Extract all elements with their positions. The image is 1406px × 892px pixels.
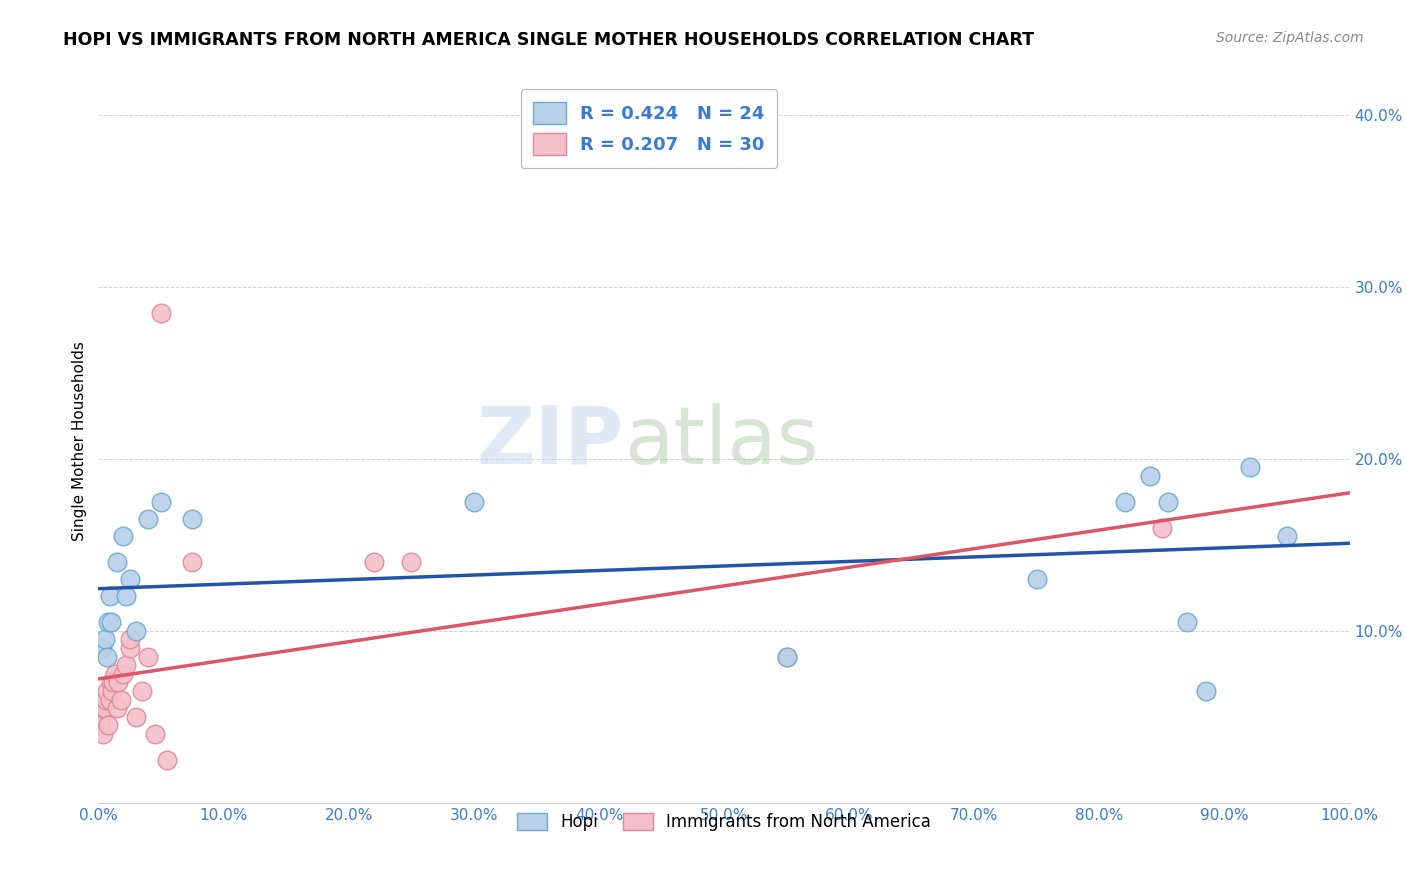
Text: ZIP: ZIP bbox=[477, 402, 624, 481]
Legend: Hopi, Immigrants from North America: Hopi, Immigrants from North America bbox=[510, 806, 938, 838]
Point bbox=[156, 753, 179, 767]
Point bbox=[115, 590, 138, 604]
Point bbox=[112, 529, 135, 543]
Point bbox=[138, 512, 160, 526]
Text: Source: ZipAtlas.com: Source: ZipAtlas.com bbox=[1216, 31, 1364, 45]
Text: atlas: atlas bbox=[624, 402, 818, 481]
Point bbox=[181, 512, 204, 526]
Point bbox=[143, 727, 166, 741]
Point bbox=[90, 710, 112, 724]
Point bbox=[118, 632, 141, 647]
Point bbox=[105, 701, 128, 715]
Point bbox=[97, 718, 120, 732]
Text: HOPI VS IMMIGRANTS FROM NORTH AMERICA SINGLE MOTHER HOUSEHOLDS CORRELATION CHART: HOPI VS IMMIGRANTS FROM NORTH AMERICA SI… bbox=[63, 31, 1035, 49]
Point bbox=[1277, 529, 1299, 543]
Point bbox=[138, 649, 160, 664]
Point bbox=[1139, 469, 1161, 483]
Point bbox=[463, 494, 485, 508]
Point bbox=[1175, 615, 1198, 630]
Point bbox=[94, 692, 117, 706]
Point bbox=[112, 666, 135, 681]
Point bbox=[97, 615, 120, 630]
Point bbox=[776, 649, 799, 664]
Point bbox=[110, 692, 132, 706]
Point bbox=[96, 649, 118, 664]
Point bbox=[103, 675, 125, 690]
Point bbox=[89, 718, 111, 732]
Point bbox=[1195, 684, 1218, 698]
Point bbox=[1114, 494, 1136, 508]
Point bbox=[125, 624, 148, 638]
Point bbox=[105, 555, 128, 569]
Point bbox=[1150, 520, 1173, 534]
Point bbox=[776, 649, 799, 664]
Point bbox=[98, 590, 121, 604]
Point bbox=[100, 675, 122, 690]
Y-axis label: Single Mother Households: Single Mother Households bbox=[72, 342, 87, 541]
Point bbox=[181, 555, 204, 569]
Point bbox=[118, 572, 141, 586]
Point bbox=[93, 701, 115, 715]
Point bbox=[131, 684, 153, 698]
Point bbox=[107, 675, 129, 690]
Point bbox=[104, 666, 127, 681]
Point bbox=[100, 615, 122, 630]
Point bbox=[401, 555, 423, 569]
Point bbox=[96, 684, 118, 698]
Point bbox=[363, 555, 385, 569]
Point bbox=[1157, 494, 1180, 508]
Point bbox=[101, 684, 124, 698]
Point bbox=[91, 640, 114, 655]
Point bbox=[93, 632, 115, 647]
Point bbox=[125, 710, 148, 724]
Point bbox=[1026, 572, 1049, 586]
Point bbox=[1239, 460, 1261, 475]
Point bbox=[150, 494, 173, 508]
Point bbox=[93, 727, 115, 741]
Point bbox=[150, 305, 173, 319]
Point bbox=[91, 701, 114, 715]
Point bbox=[118, 640, 141, 655]
Point bbox=[98, 692, 121, 706]
Point bbox=[115, 658, 138, 673]
